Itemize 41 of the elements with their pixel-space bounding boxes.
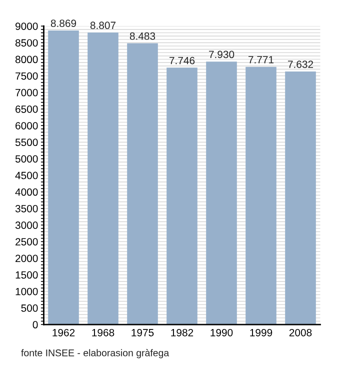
x-tick-label: 1982 — [171, 328, 194, 336]
data-label: 8.869 — [50, 20, 76, 28]
y-tick-label: 3000 — [15, 222, 38, 229]
x-tick-label: 1975 — [132, 328, 154, 336]
y-tick-label: 8000 — [15, 56, 38, 64]
bar — [88, 32, 118, 325]
y-tick-label: 9000 — [16, 22, 38, 30]
y-tick-label: 5000 — [15, 155, 38, 163]
y-tick-label: 500 — [21, 304, 38, 312]
bar — [285, 71, 316, 325]
x-tick-label: 1968 — [92, 328, 114, 336]
y-tick-label: 5500 — [15, 138, 38, 146]
bar — [166, 68, 198, 325]
data-label: 8.483 — [130, 32, 156, 40]
data-label: 7.771 — [248, 56, 274, 64]
y-tick-label: 1000 — [16, 288, 38, 296]
y-tick-label: 8500 — [15, 39, 38, 47]
y-tick-label: 2500 — [16, 238, 38, 246]
x-tick-label: 1999 — [250, 328, 272, 336]
source-note: fonte INSEE - elaborasion gràfega — [21, 349, 170, 358]
data-label: 7.632 — [288, 60, 314, 68]
data-label: 7.746 — [170, 56, 195, 64]
y-tick-label: 6500 — [16, 106, 38, 113]
y-tick-label: 4000 — [15, 188, 38, 196]
bar — [246, 66, 276, 325]
data-label: 7.930 — [209, 50, 234, 58]
x-tick-label: 1962 — [52, 328, 75, 336]
y-tick-label: 7500 — [16, 72, 38, 80]
x-tick-label: 1990 — [210, 328, 233, 336]
bar — [206, 62, 237, 325]
y-tick-label: 7000 — [16, 88, 38, 96]
y-tick-label: 1500 — [16, 271, 38, 279]
y-tick-label: 2000 — [16, 254, 38, 262]
y-tick-label: 4500 — [15, 172, 38, 180]
y-tick-label: 0 — [32, 321, 38, 328]
y-tick-label: 3500 — [15, 204, 38, 212]
y-tick-label: 6000 — [16, 122, 38, 130]
x-tick-label: 2008 — [289, 328, 312, 336]
bar — [127, 43, 158, 325]
data-label: 8.807 — [90, 22, 116, 30]
bar — [48, 30, 79, 325]
